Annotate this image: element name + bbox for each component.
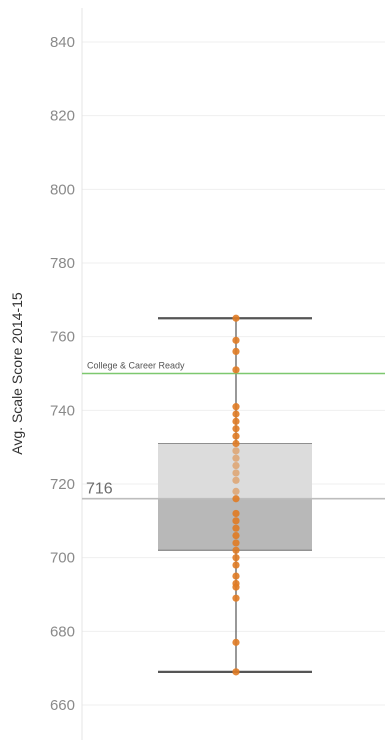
y-tick-label: 840 bbox=[50, 34, 75, 51]
reference-label-average: 716 bbox=[86, 481, 113, 498]
data-point bbox=[232, 454, 240, 462]
data-point bbox=[232, 572, 240, 580]
y-tick-label: 720 bbox=[50, 476, 75, 493]
data-point bbox=[232, 425, 240, 433]
data-point bbox=[232, 495, 240, 503]
data-point bbox=[232, 417, 240, 425]
data-point bbox=[232, 524, 240, 532]
data-point bbox=[232, 410, 240, 418]
y-tick-label: 700 bbox=[50, 550, 75, 567]
y-axis-label: Avg. Scale Score 2014-15 bbox=[9, 292, 25, 455]
data-point bbox=[232, 554, 240, 562]
data-point bbox=[232, 347, 240, 355]
data-point bbox=[232, 336, 240, 344]
data-point bbox=[232, 539, 240, 547]
data-point bbox=[232, 487, 240, 495]
y-tick-label: 760 bbox=[50, 329, 75, 346]
data-point bbox=[232, 638, 240, 646]
data-point bbox=[232, 561, 240, 569]
data-point bbox=[232, 668, 240, 676]
data-point bbox=[232, 594, 240, 602]
data-point bbox=[232, 403, 240, 411]
data-point bbox=[232, 447, 240, 455]
data-point bbox=[232, 461, 240, 470]
data-point bbox=[232, 476, 240, 484]
y-tick-labels: 660 680 700 720 740 760 780 800 820 840 bbox=[50, 34, 75, 714]
data-point bbox=[232, 583, 240, 591]
data-point bbox=[232, 517, 240, 525]
y-tick-label: 740 bbox=[50, 402, 75, 419]
reference-label-ccr: College & Career Ready bbox=[87, 361, 185, 371]
data-point bbox=[232, 314, 240, 322]
gridlines bbox=[82, 41, 385, 706]
data-point bbox=[232, 509, 240, 518]
y-tick-label: 680 bbox=[50, 623, 75, 640]
data-point bbox=[232, 366, 240, 374]
y-tick-label: 820 bbox=[50, 108, 75, 125]
data-points bbox=[232, 314, 240, 676]
data-point bbox=[232, 531, 240, 540]
y-tick-label: 780 bbox=[50, 255, 75, 272]
data-point bbox=[232, 469, 240, 477]
data-point bbox=[232, 439, 240, 448]
data-point bbox=[232, 546, 240, 554]
data-point bbox=[232, 432, 240, 440]
y-tick-label: 800 bbox=[50, 181, 75, 198]
y-tick-label: 660 bbox=[50, 697, 75, 714]
